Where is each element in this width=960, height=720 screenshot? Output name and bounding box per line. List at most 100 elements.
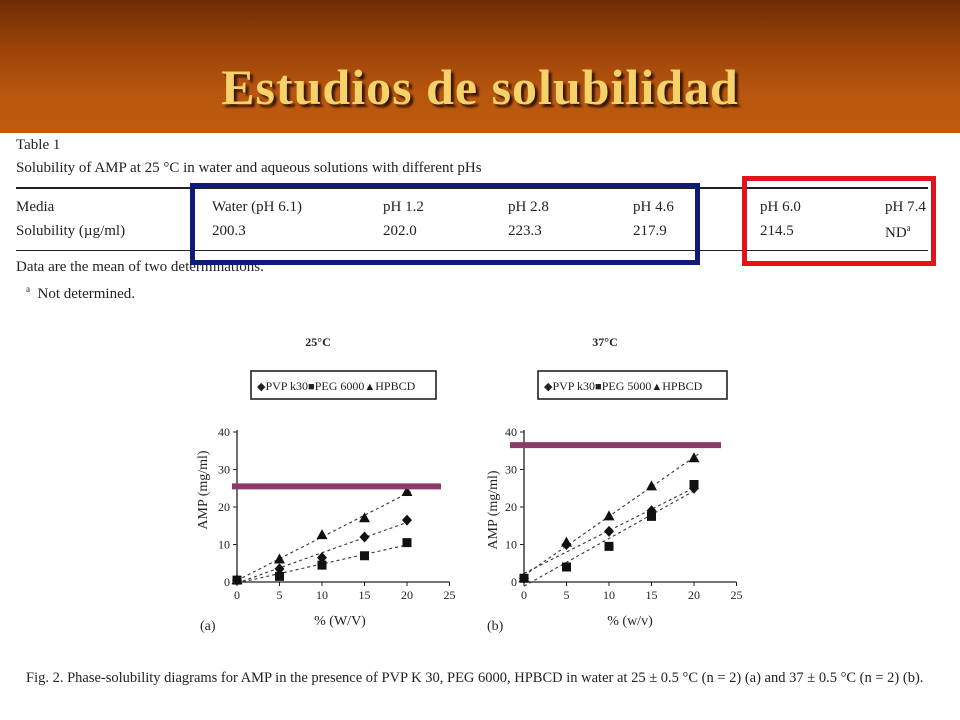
x-axis-label: % (w/v)	[607, 614, 653, 629]
solubility-cell: 223.3	[508, 223, 542, 239]
media-cell: Water (pH 6.1)	[212, 199, 303, 215]
media-cell: pH 4.6	[633, 199, 674, 215]
legend-marker: ◆	[544, 381, 553, 393]
y-tick-label: 40	[505, 425, 517, 439]
footnote-marker: a	[26, 284, 30, 294]
panel-label: (b)	[487, 619, 504, 634]
data-point-triangle	[561, 536, 572, 547]
data-point-diamond	[317, 552, 327, 564]
highlight-line	[232, 483, 441, 490]
legend-marker: ▲	[651, 381, 662, 393]
data-point-triangle	[688, 452, 700, 463]
table-top-rule	[16, 187, 928, 189]
y-tick-label: 10	[218, 538, 230, 552]
legend-entry: HPBCD	[662, 379, 702, 393]
data-point-square	[689, 480, 699, 489]
data-point-square	[275, 571, 284, 581]
data-point-triangle	[646, 480, 657, 491]
legend-text: ◆PVP k30■PEG 5000▲HPBCD	[544, 379, 703, 393]
legend-entry: PEG 6000	[315, 379, 365, 393]
legend-entry: PEG 5000	[602, 379, 652, 393]
x-tick-label: 20	[401, 588, 413, 602]
legend-entry: PVP k30	[552, 379, 595, 393]
y-axis-label: AMP (mg/ml)	[486, 470, 501, 550]
x-tick-label: 25	[444, 588, 456, 602]
legend-marker: ■	[595, 381, 602, 393]
trend-line	[523, 488, 699, 587]
y-tick-label: 0	[224, 575, 230, 589]
table-caption: Solubility of AMP at 25 °C in water and …	[16, 160, 482, 176]
y-tick-label: 30	[218, 463, 230, 477]
data-point-triangle	[359, 512, 370, 523]
x-tick-label: 0	[521, 588, 527, 602]
x-tick-label: 25	[731, 588, 743, 602]
data-point-square	[562, 562, 571, 572]
y-tick-label: 20	[218, 500, 230, 514]
y-tick-label: 10	[505, 538, 517, 552]
data-point-diamond	[402, 514, 412, 526]
data-point-triangle	[231, 574, 243, 585]
highlight-line	[510, 442, 721, 449]
data-point-diamond	[359, 531, 370, 543]
table-bottom-rule	[16, 250, 928, 251]
y-tick-label: 20	[505, 500, 517, 514]
x-tick-label: 5	[277, 588, 283, 602]
data-point-diamond	[274, 563, 285, 575]
data-point-triangle	[316, 529, 328, 540]
x-tick-label: 15	[646, 588, 658, 602]
data-point-square	[402, 538, 412, 548]
table-footnote: a Not determined.	[26, 284, 135, 303]
y-tick-label: 40	[218, 425, 230, 439]
nd-marker: a	[906, 223, 911, 233]
trend-line	[236, 520, 412, 584]
x-tick-label: 10	[316, 588, 328, 602]
x-tick-label: 0	[234, 588, 240, 602]
legend-marker: ▲	[364, 381, 375, 393]
data-point-triangle	[603, 510, 615, 521]
legend-box	[250, 370, 437, 400]
data-point-triangle	[401, 486, 413, 496]
solubility-cell: 202.0	[383, 223, 417, 239]
temperature-label: 37°C	[592, 335, 617, 349]
x-axis-label: % (W/V)	[314, 614, 366, 629]
data-point-square	[360, 551, 369, 561]
row-label-solubility: Solubility (µg/ml)	[16, 223, 126, 239]
legend-marker: ◆	[257, 381, 266, 393]
x-tick-label: 5	[564, 588, 570, 602]
data-point-square	[317, 560, 327, 570]
solubility-cell: 217.9	[633, 223, 667, 239]
legend-box	[537, 370, 728, 400]
data-point-square	[604, 541, 614, 551]
data-point-triangle	[274, 553, 285, 564]
temperature-label: 25°C	[305, 335, 330, 349]
legend-marker: ■	[308, 381, 315, 393]
media-cell: pH 2.8	[508, 199, 549, 215]
legend-entry: PVP k30	[265, 379, 308, 393]
y-tick-label: 0	[511, 575, 517, 589]
chart-panel-b: 0 5 10 15 20 25 0 10 20 30 40 % (w/v) AMP (mg/ml) 37°…	[486, 335, 743, 634]
highlight-box-blue	[190, 183, 700, 265]
footnote-text: Not determined.	[37, 286, 135, 302]
legend-entry: HPBCD	[375, 379, 415, 393]
data-point-square	[647, 511, 656, 521]
y-tick-label: 30	[505, 463, 517, 477]
slide-header: Estudios de solubilidad	[0, 0, 960, 133]
y-axis-label: AMP (mg/ml)	[196, 450, 211, 530]
solubility-cell: NDa	[885, 223, 911, 242]
figure-caption: Fig. 2. Phase-solubility diagrams for AM…	[26, 670, 924, 686]
nd-value: ND	[885, 225, 907, 241]
data-point-triangle	[518, 572, 530, 583]
table-label: Table 1	[16, 137, 61, 153]
chart-panel-a: 0 5 10 15 20 25 0 10 20 30 40 % (W/V) AMP (mg/ml) 25°…	[196, 335, 456, 634]
x-tick-label: 20	[688, 588, 700, 602]
solubility-cell: 200.3	[212, 223, 246, 239]
x-tick-label: 15	[359, 588, 371, 602]
solubility-cell: 214.5	[760, 223, 794, 239]
highlight-box-red	[742, 176, 936, 266]
slide-title: Estudios de solubilidad	[221, 59, 739, 115]
x-tick-label: 10	[603, 588, 615, 602]
media-cell: pH 1.2	[383, 199, 424, 215]
row-label-media: Media	[16, 199, 55, 215]
panel-label: (a)	[200, 619, 216, 634]
